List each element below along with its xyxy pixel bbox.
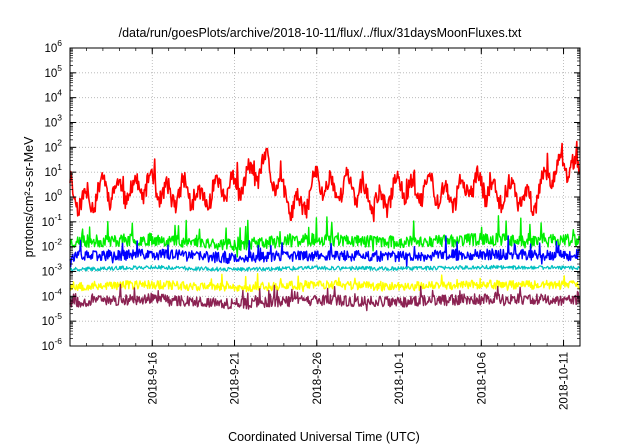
y-tick-label: 101 (44, 162, 62, 179)
y-tick-label: 102 (44, 137, 62, 154)
y-tick-exponent: 4 (57, 88, 62, 98)
series-line (69, 264, 581, 272)
x-tick-label: 2018-10-1 (394, 352, 406, 404)
x-axis-label: Coordinated Universal Time (UTC) (228, 430, 420, 444)
y-tick-label: 104 (44, 88, 62, 105)
y-tick-label: 10-2 (42, 237, 63, 254)
y-tick-label: 10-4 (42, 286, 63, 303)
y-tick-base: 10 (44, 118, 57, 130)
y-axis-label: protons/cm²-s-sr-MeV (22, 136, 36, 258)
y-tick-base: 10 (42, 341, 55, 353)
y-tick-exponent: 3 (57, 113, 62, 123)
y-tick-exponent: -1 (54, 212, 62, 222)
y-tick-base: 10 (44, 167, 57, 179)
x-tick-label: 2018-9-21 (230, 352, 242, 404)
y-tick-label: 103 (44, 113, 62, 130)
y-tick-exponent: 6 (57, 38, 62, 48)
y-tick-base: 10 (44, 142, 57, 154)
series-line (69, 272, 581, 293)
y-tick-exponent: -4 (54, 286, 62, 296)
y-tick-exponent: -2 (54, 237, 62, 247)
y-tick-base: 10 (44, 93, 57, 105)
y-tick-label: 10-5 (42, 311, 63, 328)
series-group (69, 140, 581, 312)
series-line (69, 215, 581, 258)
chart-title: /data/run/goesPlots/archive/2018-10-11/f… (119, 26, 522, 40)
y-tick-label: 10-6 (42, 336, 63, 353)
y-tick-exponent: 2 (57, 137, 62, 147)
y-tick-exponent: -6 (54, 336, 62, 346)
y-tick-base: 10 (44, 68, 57, 80)
y-tick-label: 10-1 (42, 212, 63, 229)
series-line (69, 140, 581, 223)
y-tick-label: 105 (44, 63, 62, 80)
x-tick-label: 2018-10-6 (476, 352, 488, 404)
y-tick-base: 10 (42, 291, 55, 303)
y-tick-base: 10 (42, 316, 55, 328)
y-tick-exponent: 1 (57, 162, 62, 172)
x-tick-label: 2018-9-26 (312, 352, 324, 404)
y-tick-base: 10 (44, 43, 57, 55)
x-tick-label: 2018-9-16 (147, 352, 159, 404)
y-tick-exponent: 0 (57, 187, 62, 197)
y-tick-label: 100 (44, 187, 62, 204)
x-tick-label: 2018-10-11 (559, 352, 571, 410)
y-tick-label: 10-3 (42, 262, 63, 279)
plot-frame (69, 47, 581, 347)
y-tick-base: 10 (42, 217, 55, 229)
y-tick-exponent: -5 (54, 311, 62, 321)
y-tick-exponent: -3 (54, 262, 62, 272)
ticks: 10-610-510-410-310-210-11001011021031041… (42, 38, 581, 410)
series-line (69, 283, 580, 312)
y-tick-base: 10 (42, 242, 55, 254)
y-tick-base: 10 (44, 192, 57, 204)
y-tick-exponent: 5 (57, 63, 62, 73)
series-line (69, 235, 581, 268)
y-tick-label: 106 (44, 38, 62, 55)
y-tick-base: 10 (42, 267, 55, 279)
